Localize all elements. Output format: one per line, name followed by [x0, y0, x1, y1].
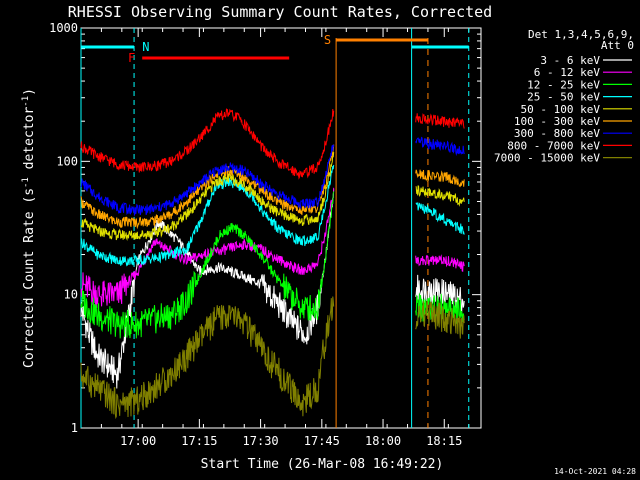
y-axis-label-exp2: -1 — [21, 96, 31, 107]
y-tick-label: 100 — [56, 154, 78, 168]
legend-label: 12 - 25 keV — [527, 78, 600, 91]
series-line-7-after-gap — [415, 136, 465, 157]
series-line-2-after-gap — [415, 254, 465, 273]
legend-label: 300 - 800 keV — [514, 127, 600, 140]
series-line-5-after-gap — [415, 185, 465, 207]
series-line-9 — [80, 296, 335, 420]
series-line-4-after-gap — [415, 201, 465, 235]
saa-marker-label: S — [324, 33, 331, 47]
series-line-8 — [80, 108, 335, 180]
legend-header: Att 0 — [601, 39, 634, 52]
x-tick-label: 18:00 — [365, 434, 401, 448]
x-tick-label: 18:15 — [426, 434, 462, 448]
x-tick-label: 17:45 — [304, 434, 340, 448]
plot-area: 1 10 100 1000 17:00 17:15 17:30 17:45 18:00 18:15… — [49, 21, 482, 448]
series-line-3 — [80, 191, 335, 339]
series-line-6-after-gap — [415, 169, 465, 188]
y-axis-label-exp1: -1 — [21, 177, 31, 188]
y-axis-label-mid: detector — [22, 107, 37, 178]
legend-label: 3 - 6 keV — [540, 54, 600, 67]
plot-timestamp: 14-Oct-2021 04:28 — [554, 467, 636, 476]
x-tick-label: 17:15 — [181, 434, 217, 448]
series-line-5 — [80, 151, 335, 242]
y-tick-label: 1000 — [49, 21, 78, 35]
x-axis-label: Start Time (26-Mar-08 16:49:22) — [201, 457, 444, 472]
y-axis-label: Corrected Count Rate (s-1 detector-1) — [21, 88, 37, 368]
chart-title: RHESSI Observing Summary Count Rates, Co… — [68, 3, 492, 21]
y-axis-label-end: ) — [22, 88, 37, 96]
y-tick-label: 10 — [64, 288, 78, 302]
legend-label: 7000 - 15000 keV — [494, 152, 600, 165]
legend-label: 800 - 7000 keV — [507, 139, 600, 152]
series-line-8-after-gap — [415, 113, 465, 129]
legend-label: 100 - 300 keV — [514, 115, 600, 128]
night-marker-label: N — [142, 40, 149, 54]
legend-label: 50 - 100 keV — [521, 103, 601, 116]
flare-marker-label: F — [128, 51, 135, 65]
legend-label: 6 - 12 keV — [534, 66, 601, 79]
legend-header: Det 1,3,4,5,6,9, — [528, 28, 634, 41]
series-line-9-after-gap — [415, 300, 465, 339]
x-tick-label: 17:30 — [243, 434, 279, 448]
series-line-7 — [80, 144, 335, 217]
legend-label: 25 - 50 keV — [527, 91, 600, 104]
x-tick-label: 17:00 — [120, 434, 156, 448]
y-axis-label-main: Corrected Count Rate (s — [22, 188, 37, 368]
y-tick-label: 1 — [71, 421, 78, 435]
series-line-1 — [80, 189, 335, 389]
series-line-4 — [80, 164, 335, 267]
